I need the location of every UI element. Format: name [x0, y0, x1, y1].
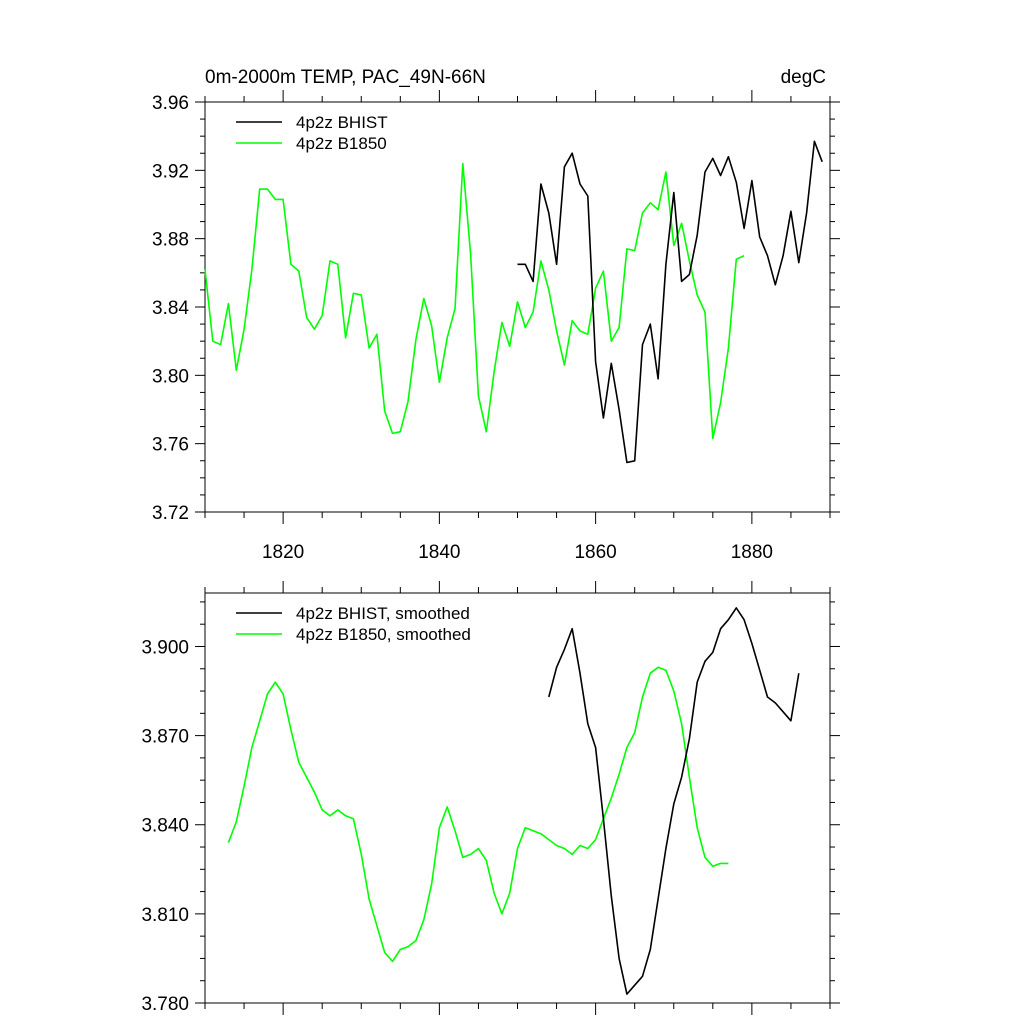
panel-bottom: 3.780 3.810 3.840 3.870 3.900 4p2z BHIST, sm… — [141, 581, 840, 1015]
axis-ticks: 3.72 3.76 3.80 3.84 3.88 3.92 3.96 1820 1840 1860… — [152, 90, 840, 563]
x-tick-label: 1820 — [262, 542, 304, 563]
legend-label-bhist: 4p2z BHIST — [296, 113, 388, 132]
panel-top: 0m-2000m TEMP, PAC_49N-66N degC 3.72 3.76… — [152, 67, 840, 563]
series-line-4p2z-bhist-smoothed — [548, 607, 800, 995]
y-tick-label: 3.84 — [152, 298, 189, 319]
plot-frame — [204, 592, 831, 1004]
y-tick-label: 3.840 — [141, 816, 189, 837]
y-tick-label: 3.900 — [141, 637, 189, 658]
y-tick-label: 3.92 — [152, 161, 189, 182]
series-line-4p2z-b1850-smoothed — [227, 666, 729, 963]
x-tick-label: 1860 — [574, 542, 616, 563]
plot-frame — [204, 101, 831, 513]
series-line-4p2z-bhist — [517, 140, 823, 464]
legend-label-b1850-smoothed: 4p2z B1850, smoothed — [296, 625, 471, 644]
y-tick-label: 3.870 — [141, 727, 189, 748]
legend-label-b1850: 4p2z B1850 — [296, 134, 387, 153]
y-tick-label: 3.80 — [152, 366, 189, 387]
legend-label-bhist-smoothed: 4p2z BHIST, smoothed — [296, 604, 470, 623]
y-tick-label: 3.810 — [141, 905, 189, 926]
y-tick-label: 3.76 — [152, 435, 189, 456]
y-tick-label: 3.88 — [152, 230, 189, 251]
x-tick-label: 1880 — [731, 542, 773, 563]
axis-ticks: 3.780 3.810 3.840 3.870 3.900 — [141, 581, 840, 1015]
series-group — [227, 607, 800, 995]
series-group — [204, 140, 823, 464]
legend: 4p2z BHIST 4p2z B1850 — [236, 113, 388, 153]
series-line-4p2z-b1850 — [204, 162, 745, 440]
y-tick-label: 3.72 — [152, 503, 189, 524]
y-tick-label: 3.96 — [152, 93, 189, 114]
chart-title: 0m-2000m TEMP, PAC_49N-66N — [205, 67, 486, 88]
units-label: degC — [781, 67, 826, 88]
y-tick-label: 3.780 — [141, 994, 189, 1015]
x-tick-label: 1840 — [418, 542, 460, 563]
legend: 4p2z BHIST, smoothed 4p2z B1850, smoothe… — [236, 604, 471, 644]
